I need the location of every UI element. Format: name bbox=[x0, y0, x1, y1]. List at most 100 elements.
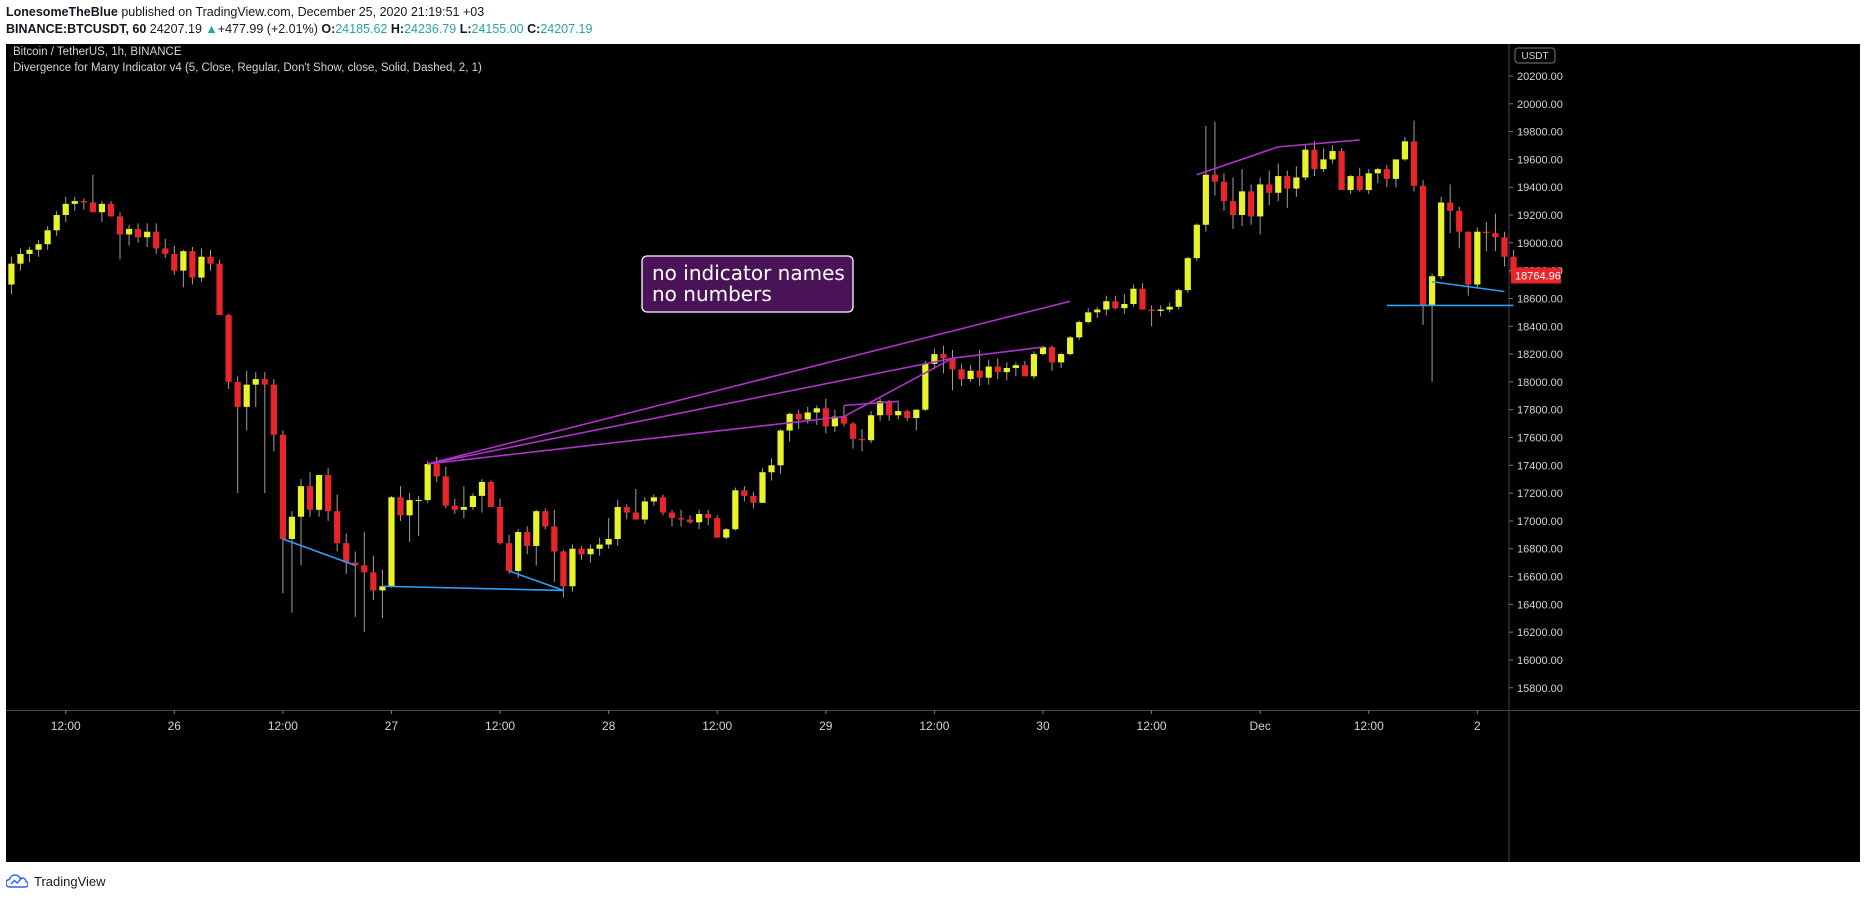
bull-candle[interactable] bbox=[243, 384, 250, 407]
bear-candle[interactable] bbox=[858, 438, 866, 441]
bear-candle[interactable] bbox=[1465, 231, 1472, 285]
bear-candle[interactable] bbox=[1311, 149, 1318, 170]
bear-candle[interactable] bbox=[632, 512, 639, 520]
bull-candle[interactable] bbox=[1103, 301, 1110, 310]
bull-candle[interactable] bbox=[1238, 191, 1246, 216]
bull-candle[interactable] bbox=[1329, 151, 1336, 160]
bear-candle[interactable] bbox=[840, 416, 848, 424]
bull-candle[interactable] bbox=[1003, 367, 1010, 373]
bull-candle[interactable] bbox=[895, 411, 902, 416]
bear-candle[interactable] bbox=[1048, 347, 1056, 363]
bull-candle[interactable] bbox=[732, 490, 739, 530]
bear-candle[interactable] bbox=[1229, 201, 1237, 216]
bear-candle[interactable] bbox=[306, 486, 314, 510]
bull-candle[interactable] bbox=[1085, 312, 1092, 323]
bull-candle[interactable] bbox=[515, 532, 522, 571]
bear-candle[interactable] bbox=[135, 228, 142, 238]
bull-candle[interactable] bbox=[53, 215, 60, 231]
bull-candle[interactable] bbox=[641, 501, 648, 520]
bear-candle[interactable] bbox=[1383, 169, 1390, 179]
bear-candle[interactable] bbox=[1492, 233, 1499, 238]
bear-candle[interactable] bbox=[949, 358, 956, 370]
bull-candle[interactable] bbox=[198, 256, 205, 278]
bull-candle[interactable] bbox=[125, 228, 133, 235]
bear-candle[interactable] bbox=[1284, 176, 1291, 189]
bull-candle[interactable] bbox=[605, 538, 612, 545]
bear-candle[interactable] bbox=[750, 495, 757, 503]
bull-candle[interactable] bbox=[469, 495, 477, 508]
bull-candle[interactable] bbox=[478, 481, 486, 496]
chart-area[interactable]: 15800.00 16000.00 16200.00 16400.00 16600.00… bbox=[6, 44, 1860, 862]
bear-candle[interactable] bbox=[551, 526, 558, 552]
bull-candle[interactable] bbox=[144, 231, 151, 238]
bear-candle[interactable] bbox=[524, 532, 531, 546]
bull-candle[interactable] bbox=[1392, 159, 1399, 179]
bear-candle[interactable] bbox=[1483, 231, 1490, 234]
annotation-note-box[interactable] bbox=[641, 255, 854, 313]
bull-candle[interactable] bbox=[62, 203, 69, 216]
bull-candle[interactable] bbox=[1166, 306, 1173, 310]
bear-candle[interactable] bbox=[352, 562, 359, 566]
bull-candle[interactable] bbox=[723, 529, 730, 538]
bull-candle[interactable] bbox=[867, 415, 875, 441]
bear-candle[interactable] bbox=[1456, 210, 1463, 232]
bear-candle[interactable] bbox=[741, 490, 748, 496]
bull-candle[interactable] bbox=[569, 548, 576, 587]
bull-candle[interactable] bbox=[877, 401, 884, 416]
bear-candle[interactable] bbox=[1501, 237, 1508, 257]
bear-candle[interactable] bbox=[1112, 301, 1119, 309]
bear-candle[interactable] bbox=[80, 201, 87, 203]
bear-candle[interactable] bbox=[153, 231, 160, 249]
bull-candle[interactable] bbox=[614, 507, 621, 539]
bear-candle[interactable] bbox=[171, 253, 178, 271]
bull-candle[interactable] bbox=[1347, 176, 1354, 190]
brand-name[interactable]: TradingView bbox=[34, 873, 106, 889]
bull-candle[interactable] bbox=[1076, 322, 1083, 338]
bull-candle[interactable] bbox=[1202, 174, 1209, 225]
bull-candle[interactable] bbox=[180, 251, 187, 271]
bull-candle[interactable] bbox=[44, 230, 51, 245]
bull-candle[interactable] bbox=[1320, 159, 1327, 170]
bull-candle[interactable] bbox=[1257, 184, 1264, 217]
bear-candle[interactable] bbox=[822, 408, 829, 427]
bear-candle[interactable] bbox=[1021, 365, 1028, 377]
bull-candle[interactable] bbox=[759, 472, 766, 503]
bull-candle[interactable] bbox=[1175, 290, 1182, 307]
bear-candle[interactable] bbox=[705, 513, 712, 519]
bear-candle[interactable] bbox=[207, 256, 214, 264]
bear-candle[interactable] bbox=[496, 507, 504, 544]
bull-candle[interactable] bbox=[1193, 224, 1200, 259]
bull-candle[interactable] bbox=[696, 513, 703, 523]
bear-candle[interactable] bbox=[1211, 174, 1219, 182]
bear-candle[interactable] bbox=[442, 476, 449, 506]
bull-candle[interactable] bbox=[587, 548, 594, 555]
bull-candle[interactable] bbox=[1067, 337, 1074, 355]
bear-candle[interactable] bbox=[370, 572, 377, 591]
bull-candle[interactable] bbox=[315, 475, 323, 510]
bull-candle[interactable] bbox=[1474, 231, 1481, 285]
bear-candle[interactable] bbox=[1139, 288, 1146, 310]
bull-candle[interactable] bbox=[98, 203, 106, 213]
author-name[interactable]: LonesomeTheBlue bbox=[6, 5, 118, 19]
bull-candle[interactable] bbox=[379, 586, 386, 591]
bull-candle[interactable] bbox=[1302, 149, 1309, 178]
bear-candle[interactable] bbox=[940, 354, 947, 359]
bear-candle[interactable] bbox=[578, 548, 585, 555]
bear-candle[interactable] bbox=[279, 434, 286, 539]
bull-candle[interactable] bbox=[768, 465, 775, 473]
bull-candle[interactable] bbox=[71, 201, 78, 204]
bull-candle[interactable] bbox=[1039, 347, 1047, 355]
candlestick-chart[interactable]: 15800.00 16000.00 16200.00 16400.00 16600.00… bbox=[6, 44, 1860, 862]
bull-candle[interactable] bbox=[831, 416, 838, 427]
bear-candle[interactable] bbox=[714, 518, 721, 538]
bull-candle[interactable] bbox=[804, 412, 811, 420]
bull-candle[interactable] bbox=[533, 511, 540, 546]
bull-candle[interactable] bbox=[985, 366, 992, 378]
bear-candle[interactable] bbox=[994, 366, 1001, 373]
bear-candle[interactable] bbox=[623, 507, 630, 513]
bear-candle[interactable] bbox=[89, 202, 96, 213]
bull-candle[interactable] bbox=[460, 507, 467, 510]
bear-candle[interactable] bbox=[1266, 184, 1273, 193]
bear-candle[interactable] bbox=[162, 248, 169, 254]
bear-candle[interactable] bbox=[433, 463, 440, 477]
